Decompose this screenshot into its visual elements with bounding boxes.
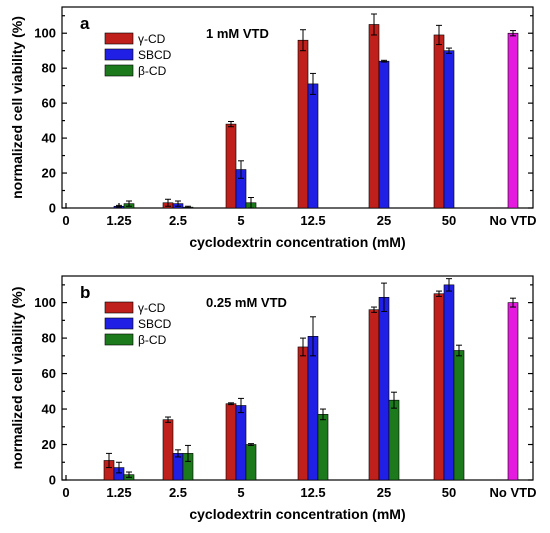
bar-sbcd xyxy=(378,60,390,209)
x-tick-label: 2.5 xyxy=(169,485,187,500)
bar-no-vtd xyxy=(507,32,519,209)
legend-swatch-gamma xyxy=(104,301,134,314)
legend-label: SBCD xyxy=(138,317,172,331)
x-tick-label: 50 xyxy=(442,213,456,228)
bar-sbcd xyxy=(307,83,319,209)
x-tick-label: 1.25 xyxy=(106,485,131,500)
y-tick-label: 100 xyxy=(34,295,56,310)
x-tick-label: 12.5 xyxy=(300,485,325,500)
bar-sbcd xyxy=(378,296,390,481)
bar-gamma xyxy=(297,39,309,209)
x-tick-label: 5 xyxy=(237,213,244,228)
y-tick-label: 80 xyxy=(42,61,56,76)
bar-gamma xyxy=(368,24,380,209)
legend-label: SBCD xyxy=(138,48,172,62)
x-tick-label: 12.5 xyxy=(300,213,325,228)
annotation-label: 1 mM VTD xyxy=(206,26,269,41)
bar-sbcd xyxy=(443,50,455,209)
bar-gamma xyxy=(297,346,309,481)
y-tick-label: 20 xyxy=(42,437,56,452)
bar-no-vtd xyxy=(507,302,519,481)
y-tick-label: 0 xyxy=(49,201,56,216)
legend-swatch-sbcd xyxy=(104,317,134,330)
bar-gamma xyxy=(225,123,237,209)
panel-label: b xyxy=(80,283,90,302)
y-axis-title: normalized cell viability (%) xyxy=(9,287,25,470)
y-axis-title: normalized cell viability (%) xyxy=(9,16,25,199)
bar-sbcd xyxy=(443,284,455,481)
legend-swatch-beta xyxy=(104,333,134,346)
x-axis-title: cyclodextrin concentration (mM) xyxy=(189,234,405,250)
legend-label: β-CD xyxy=(138,333,167,347)
x-axis-title: cyclodextrin concentration (mM) xyxy=(189,506,405,522)
y-tick-label: 0 xyxy=(49,473,56,488)
y-tick-label: 100 xyxy=(34,26,56,41)
bar-beta xyxy=(388,399,400,481)
x-tick-label: 2.5 xyxy=(169,213,187,228)
legend-label: γ-CD xyxy=(138,301,166,315)
chart-panel-a: 0 20 40 60 80 100 0 1.25 2.5 5 12.5 25 50 No VTD cyclo… xyxy=(9,6,537,250)
bar-gamma xyxy=(368,309,380,481)
bar-sbcd xyxy=(235,405,247,481)
y-tick-label: 60 xyxy=(42,366,56,381)
x-tick-label: No VTD xyxy=(490,485,537,500)
legend-swatch-beta xyxy=(104,64,134,77)
bar-gamma xyxy=(225,403,237,481)
legend-swatch-sbcd xyxy=(104,48,134,61)
legend: γ-CD SBCD β-CD xyxy=(104,32,172,78)
bar-gamma xyxy=(162,419,174,481)
y-tick-label: 60 xyxy=(42,96,56,111)
x-tick-label: No VTD xyxy=(490,213,537,228)
x-tick-label: 1.25 xyxy=(106,213,131,228)
legend-swatch-gamma xyxy=(104,32,134,45)
plot-frame xyxy=(61,6,534,209)
x-tick-label: 50 xyxy=(442,485,456,500)
y-tick-label: 20 xyxy=(42,166,56,181)
panel-label: a xyxy=(80,14,90,33)
x-tick-label: 0 xyxy=(62,213,69,228)
x-tick-label: 25 xyxy=(377,213,391,228)
legend-label: γ-CD xyxy=(138,32,166,46)
legend: γ-CD SBCD β-CD xyxy=(104,301,172,347)
x-tick-label: 5 xyxy=(237,485,244,500)
bar-gamma xyxy=(433,34,445,209)
bar-gamma xyxy=(433,293,445,481)
annotation-label: 0.25 mM VTD xyxy=(206,295,287,310)
chart-panel-b: 0 20 40 60 80 100 0 1.25 2.5 5 12.5 25 50 No VTD cyclo… xyxy=(9,275,537,522)
x-tick-label: 0 xyxy=(62,485,69,500)
bar-beta xyxy=(245,444,257,481)
y-tick-label: 40 xyxy=(42,402,56,417)
legend-label: β-CD xyxy=(138,64,167,78)
x-tick-label: 25 xyxy=(377,485,391,500)
bar-sbcd xyxy=(307,336,319,481)
plot-frame xyxy=(61,275,534,481)
y-tick-label: 80 xyxy=(42,331,56,346)
bar-beta xyxy=(453,350,465,481)
bar-beta xyxy=(317,414,329,481)
y-tick-label: 40 xyxy=(42,131,56,146)
